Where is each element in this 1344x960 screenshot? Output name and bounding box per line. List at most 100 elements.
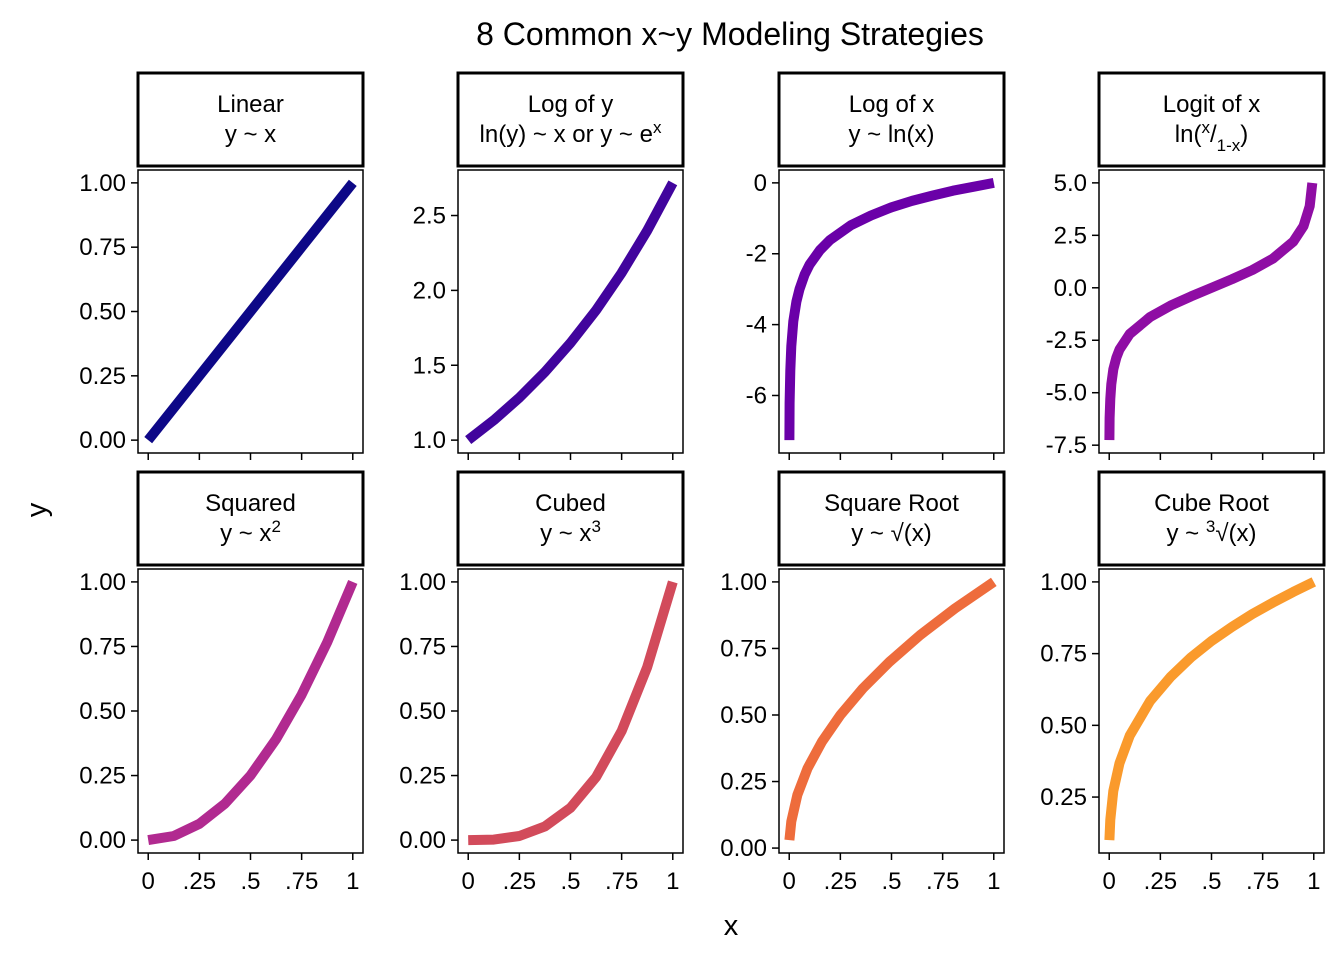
facet-strip-title: Log of x — [849, 91, 934, 118]
x-tick-label: 1 — [1307, 868, 1320, 895]
y-tick-label: 1.00 — [1040, 569, 1087, 596]
x-tick-label: 1 — [666, 868, 679, 895]
facet-strip-formula: y ~ x2 — [220, 517, 281, 547]
plot-panel — [137, 568, 364, 854]
x-tick-label: .5 — [881, 868, 901, 895]
x-tick-label: .5 — [240, 868, 260, 895]
series-line — [468, 580, 678, 846]
formula-text: ln( — [1175, 121, 1202, 148]
y-tick-label: 1.00 — [79, 569, 126, 596]
y-tick-label: 2.5 — [413, 203, 446, 230]
y-tick-label: 0.25 — [399, 763, 446, 790]
facet-strip — [1097, 71, 1326, 168]
y-tick-label: 1.00 — [399, 569, 446, 596]
facet-strip-title: Squared — [205, 490, 296, 517]
formula-text: y ~ x — [540, 520, 591, 547]
y-tick-label: -7.5 — [1046, 432, 1087, 459]
formula-text: y ~ x — [225, 121, 276, 148]
y-tick-label: 0.50 — [79, 698, 126, 725]
y-tick-label: 0.25 — [79, 763, 126, 790]
formula-superscript: x — [653, 118, 662, 137]
y-tick-label: -5.0 — [1046, 380, 1087, 407]
y-tick-label: 0.00 — [79, 427, 126, 454]
y-tick-label: 1.5 — [413, 352, 446, 379]
facet-strip — [136, 71, 365, 168]
series-line — [1104, 577, 1316, 841]
chart-title: 8 Common x~y Modeling Strategies — [476, 16, 984, 52]
facet-panel: Logit of xln(x/1-x) 5.0 2.5 0.0 -2.5 -5.0 -7.5… — [1046, 71, 1326, 495]
y-tick-label: 0.25 — [79, 363, 126, 390]
formula-superscript: 3 — [591, 517, 600, 536]
x-tick-label: .25 — [824, 868, 857, 895]
facet-strip — [136, 470, 365, 567]
series-line — [144, 179, 357, 444]
formula-subscript: 1-x — [1217, 136, 1241, 155]
facet-strip-formula: y ~ x — [225, 121, 276, 148]
facet-strip — [456, 470, 685, 567]
plot-panel — [778, 568, 1005, 854]
y-tick-label: 2.5 — [1054, 222, 1087, 249]
y-tick-label: 1.00 — [79, 170, 126, 197]
x-tick-label: 0 — [462, 868, 475, 895]
formula-text: ln(y) ~ x or y ~ e — [480, 121, 653, 148]
x-axis-title: x — [724, 910, 739, 942]
x-tick-label: 0 — [142, 868, 155, 895]
facet-strip-formula: ln(x/1-x) — [1175, 118, 1248, 155]
facet-strip-title: Cube Root — [1154, 490, 1269, 517]
y-tick-label: 0.50 — [79, 299, 126, 326]
facet-strip — [456, 71, 685, 168]
y-tick-label: 0.00 — [399, 827, 446, 854]
y-tick-label: 0.0 — [1054, 275, 1087, 302]
y-axis-title: y — [21, 502, 53, 517]
series-line — [147, 579, 358, 846]
y-tick-label: 0.50 — [720, 702, 767, 729]
y-tick-label: 0.00 — [79, 827, 126, 854]
x-tick-label: .5 — [560, 868, 580, 895]
y-tick-label: 0.25 — [720, 769, 767, 796]
formula-text: y ~ ln(x) — [848, 121, 934, 148]
formula-text: y ~ x — [220, 520, 271, 547]
y-tick-label: 0.75 — [399, 633, 446, 660]
y-tick-label: -4 — [746, 312, 767, 339]
y-tick-label: 0.75 — [1040, 641, 1087, 668]
formula-text: √(x) — [1215, 520, 1256, 547]
y-tick-label: 0.50 — [399, 698, 446, 725]
plot-panel — [778, 169, 1005, 454]
plot-panel — [1098, 568, 1325, 854]
y-tick-label: 1.0 — [413, 427, 446, 454]
facet-strip-title: Square Root — [824, 490, 959, 517]
series-line — [784, 577, 997, 841]
series-line — [1104, 182, 1318, 441]
x-tick-label: .75 — [285, 868, 318, 895]
x-tick-label: .75 — [926, 868, 959, 895]
y-tick-label: -2.5 — [1046, 327, 1087, 354]
y-tick-label: 5.0 — [1054, 170, 1087, 197]
plot-panel — [1098, 169, 1325, 454]
facet-strip-formula: y ~ √(x) — [851, 520, 932, 547]
y-tick-label: 0 — [754, 170, 767, 197]
facet-strip-title: Linear — [217, 91, 284, 118]
facet-strip — [777, 470, 1006, 567]
y-tick-label: 0.75 — [720, 635, 767, 662]
x-tick-label: 1 — [346, 868, 359, 895]
x-tick-label: .25 — [183, 868, 216, 895]
x-tick-label: .75 — [605, 868, 638, 895]
x-tick-label: 1 — [987, 868, 1000, 895]
x-tick-label: 0 — [1103, 868, 1116, 895]
y-tick-label: 0.25 — [1040, 784, 1087, 811]
facet-strip-title: Logit of x — [1163, 91, 1260, 118]
facet-panel: Log of xy ~ ln(x)0-2-4-60.25.5.751 — [746, 71, 1006, 495]
series-line — [784, 177, 995, 441]
x-tick-label: 0 — [783, 868, 796, 895]
facet-strip-formula: y ~ 3√(x) — [1167, 517, 1257, 547]
formula-text: ) — [1240, 121, 1248, 148]
facet-panel: Log of yln(y) ~ x or y ~ ex1.01.52.02.50… — [413, 71, 685, 495]
facet-strip-formula: ln(y) ~ x or y ~ ex — [480, 118, 662, 148]
facet-strip-title: Log of y — [528, 91, 613, 118]
